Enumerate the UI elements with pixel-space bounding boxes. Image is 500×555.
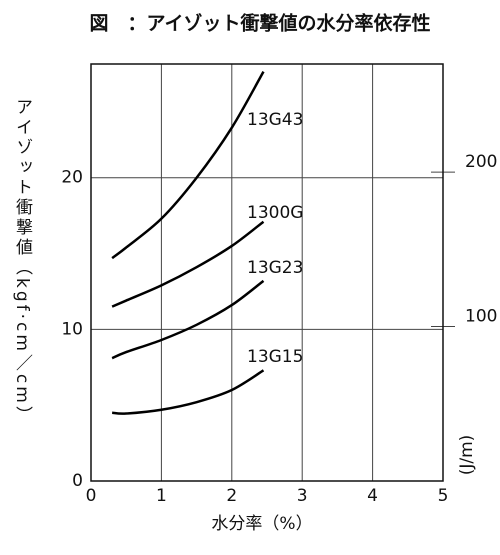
line-series: [111, 70, 265, 260]
x-tick-label: 5: [438, 486, 449, 506]
y-tick-label: 20: [61, 168, 83, 188]
plot-frame: [90, 63, 444, 482]
x-tick-label: 3: [297, 486, 308, 506]
y-tick-label: 0: [72, 471, 83, 491]
y2-tick-label: 100: [465, 307, 497, 327]
x-tick-label: 2: [226, 486, 237, 506]
series-label: 13G23: [247, 258, 303, 278]
x-tick-label: 1: [156, 486, 167, 506]
line-series: [111, 279, 265, 360]
chart-title: 図 ：アイゾット衝撃値の水分率依存性: [89, 12, 430, 35]
series-label: 13G43: [247, 110, 303, 130]
y2-tick-label: 200: [465, 152, 497, 172]
x-axis-label: 水分率（%）: [211, 514, 312, 534]
y2-axis-label: (J/m): [457, 435, 477, 476]
y-axis-label: アイゾット衝撃値（kgf·cm／cm）: [12, 98, 33, 426]
y-tick-label: 10: [61, 319, 83, 339]
line-series: [111, 220, 265, 308]
x-tick-label: 4: [367, 486, 378, 506]
x-tick-label: 0: [86, 486, 97, 506]
series-label: 1300G: [247, 203, 303, 223]
series-label: 13G15: [247, 347, 303, 367]
line-series: [112, 369, 265, 415]
